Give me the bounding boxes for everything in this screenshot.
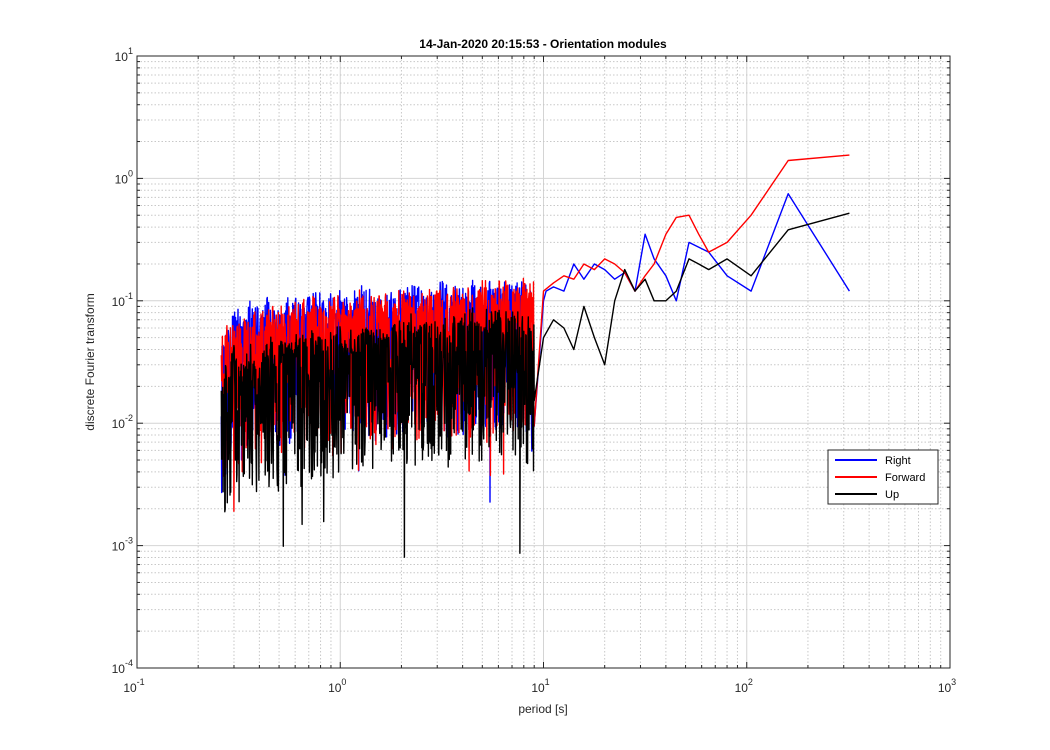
legend: Right Forward Up	[827, 449, 939, 505]
y-axis-label: discrete Fourier transform	[83, 293, 97, 430]
x-tick-label: 102	[735, 677, 753, 695]
series-line-up	[220, 212, 850, 558]
y-tick-label: 10-4	[112, 658, 133, 676]
y-tick-label: 100	[115, 168, 133, 186]
y-tick-label: 101	[115, 46, 133, 64]
chart-title: 14-Jan-2020 20:15:53 - Orientation modul…	[419, 37, 667, 51]
y-tick-label: 10-3	[112, 536, 133, 554]
y-tick-label: 10-1	[112, 291, 133, 309]
x-axis-label: period [s]	[518, 702, 567, 716]
legend-label-right: Right	[885, 455, 911, 467]
legend-label-up: Up	[885, 489, 899, 501]
series-layer	[220, 154, 850, 558]
y-tick-label: 10-2	[112, 413, 133, 431]
x-tick-label: 103	[938, 677, 956, 695]
x-tick-label: 10-1	[123, 677, 144, 695]
tick-layer: 10-1 100 101 102 103 10-4 10-3 10-2 10-1 100 101	[112, 46, 957, 695]
legend-label-forward: Forward	[885, 472, 925, 484]
x-tick-label: 101	[531, 677, 549, 695]
x-tick-label: 100	[328, 677, 346, 695]
